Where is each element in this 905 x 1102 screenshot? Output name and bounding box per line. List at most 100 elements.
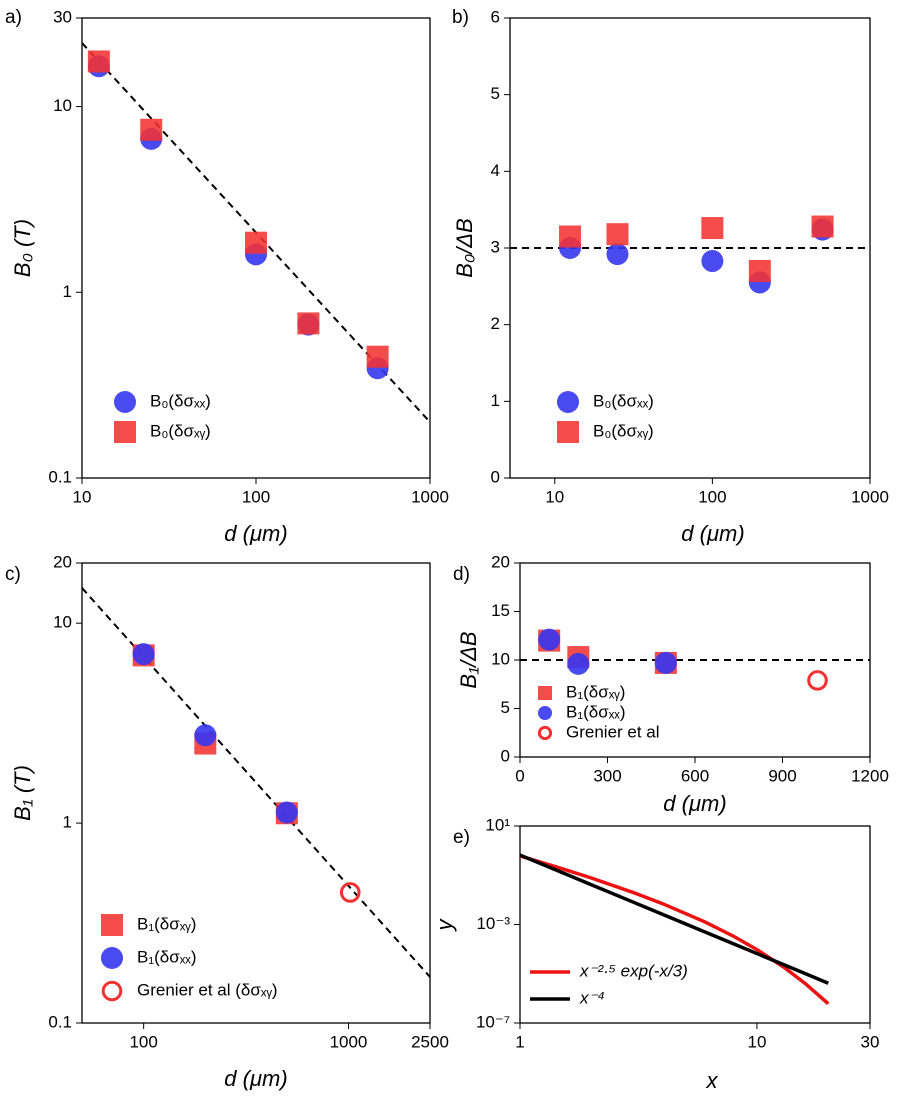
data-point [245,231,267,254]
data-point [567,652,590,675]
y-tick-label: 0 [501,746,510,765]
y-tick-label: 15 [491,601,510,620]
y-tick-label: 5 [501,698,510,717]
y-tick-label: 1 [63,813,72,832]
panel-label: d) [453,564,470,585]
x-axis-label: d (μm) [224,521,287,546]
legend-swatch [101,980,123,1002]
legend-swatch [537,725,553,741]
x-tick-label: 10 [747,1032,766,1051]
legend-label: B₁(δσₓₓ) [566,702,626,721]
legend-swatch [114,391,136,413]
data-point [701,217,724,240]
x-tick-label: 10 [73,487,92,506]
legend-swatch [557,421,579,443]
x-tick-label: 100 [129,1032,157,1051]
y-tick-label: 10 [53,96,72,115]
y-tick-label: 10⁻⁷ [476,1012,510,1031]
x-tick-label: 1 [515,1032,524,1051]
x-axis-label: x [706,1068,719,1093]
y-axis-label: B₀/ΔB [452,218,477,278]
x-tick-label: 100 [242,487,270,506]
data-point [132,643,155,666]
x-tick-label: 100 [698,487,726,506]
data-point [297,312,320,335]
data-point [194,724,217,747]
panel-label: e) [453,827,470,848]
data-point [701,250,724,273]
x-tick-label: 900 [768,766,796,785]
y-tick-label: 5 [491,84,500,103]
data-point [807,670,828,691]
curve [519,853,829,985]
legend-label: B₀(δσₓᵧ) [593,421,654,440]
x-tick-label: 300 [593,766,621,785]
y-axis-label: B₁/ΔB [456,631,481,688]
x-tick-label: 1000 [411,487,449,506]
legend-swatch [557,391,579,413]
y-axis-label: B₁ (T) [10,765,35,821]
y-tick-label: 2 [491,314,500,333]
x-tick-label: 600 [681,766,709,785]
data-point [140,118,163,141]
data-point [538,628,561,651]
data-point [654,651,677,674]
y-tick-label: 4 [491,161,500,180]
y-tick-label: 1 [491,391,500,410]
x-tick-label: 2500 [411,1032,449,1051]
y-tick-label: 30 [53,7,72,26]
data-point [811,215,834,238]
x-tick-label: 1000 [851,487,889,506]
x-tick-label: 0 [515,766,524,785]
x-axis-label: d (μm) [681,521,744,546]
legend-label: x⁻⁴ [579,988,605,1007]
data-point [559,225,582,248]
panel-label: b) [452,7,469,28]
y-tick-label: 20 [491,552,510,571]
data-point [366,345,389,368]
legend-label: Grenier et al (δσₓᵧ) [137,980,278,999]
legend-label: B₀(δσₓᵧ) [150,421,211,440]
legend-label: B₁(δσₓₓ) [137,947,197,966]
legend-swatch [114,421,136,443]
y-axis-label: y [432,918,457,933]
legend-label: B₀(δσₓₓ) [593,391,654,410]
legend-label: Grenier et al [566,722,660,741]
panel-label: c) [5,564,21,585]
y-tick-label: 20 [53,552,72,571]
y-tick-label: 0.1 [48,1012,72,1031]
legend-label: B₁(δσₓᵧ) [566,682,625,701]
y-tick-label: 10⁻³ [476,914,510,933]
x-tick-label: 1200 [851,766,889,785]
plot-frame [81,562,431,1024]
y-tick-label: 10 [53,613,72,632]
x-axis-label: d (μm) [663,791,726,816]
y-tick-label: 10¹ [485,815,510,834]
data-point [87,50,110,73]
x-tick-label: 1000 [330,1032,368,1051]
legend-label: B₀(δσₓₓ) [150,391,211,410]
legend-label: x⁻²·⁵ exp(-x/3) [579,961,688,980]
panel-label: a) [5,7,22,28]
y-tick-label: 1 [63,282,72,301]
y-tick-label: 6 [491,7,500,26]
data-point [748,260,771,282]
curve [519,854,830,1006]
x-tick-label: 30 [861,1032,880,1051]
x-axis-label: d (μm) [224,1066,287,1091]
x-tick-label: 10 [545,487,564,506]
legend-swatch [538,686,552,700]
data-point [606,223,629,246]
legend-label: B₁(δσₓᵧ) [137,914,196,933]
data-point [339,882,361,903]
legend-swatch [538,706,552,720]
legend-swatch [101,914,123,936]
y-tick-label: 3 [491,237,500,256]
y-tick-label: 0.1 [48,467,72,486]
y-tick-label: 0 [491,467,500,486]
y-axis-label: B₀ (T) [10,219,35,277]
data-point [606,243,629,266]
data-point [275,801,298,824]
legend-swatch [101,947,123,969]
